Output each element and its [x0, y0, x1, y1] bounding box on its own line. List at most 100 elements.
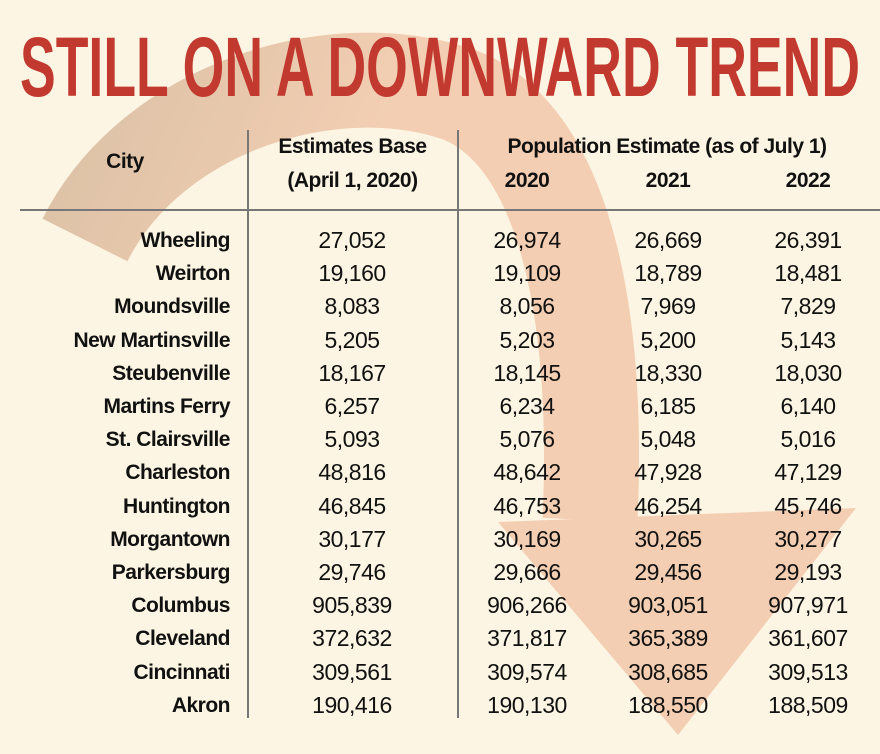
table-row: Martins Ferry 6,257 6,234 6,185 6,140	[0, 390, 880, 423]
table-row: Parkersburg 29,746 29,666 29,456 29,193	[0, 556, 880, 589]
population-estimate-value: 188,509	[768, 691, 848, 718]
population-estimate-value: 371,817	[487, 625, 567, 652]
table-row: Cleveland 372,632 371,817 365,389 361,607	[0, 622, 880, 655]
population-estimate-value: 309,574	[487, 658, 567, 685]
estimates-base-value: 30,177	[318, 525, 386, 552]
table-row: New Martinsville 5,205 5,203 5,200 5,143	[0, 324, 880, 357]
estimates-base-value: 309,561	[312, 658, 392, 685]
population-estimate-value: 5,143	[780, 326, 836, 353]
population-estimate-value: 6,234	[499, 393, 555, 419]
table-row: Cincinnati 309,561 309,574 308,685 309,513	[0, 656, 880, 689]
table-row: Morgantown 30,177 30,169 30,265 30,277	[0, 523, 880, 556]
population-estimate-value: 29,456	[634, 559, 702, 585]
table-row: St. Clairsville 5,093 5,076 5,048 5,016	[0, 423, 880, 456]
population-estimate-value: 6,140	[780, 393, 836, 419]
table-row: Weirton 19,160 19,109 18,789 18,481	[0, 257, 880, 290]
estimates-base-value: 8,083	[324, 293, 380, 320]
column-divider	[247, 130, 249, 718]
header-year-2021: 2021	[645, 169, 691, 192]
table-row: Huntington 46,845 46,753 46,254 45,746	[0, 490, 880, 523]
population-estimate-value: 47,129	[774, 459, 842, 486]
population-estimate-value: 188,550	[628, 691, 708, 718]
city-name: Akron	[171, 693, 231, 717]
estimates-base-value: 6,257	[324, 393, 380, 419]
population-estimate-value: 18,481	[774, 260, 842, 287]
population-estimate-value: 19,109	[493, 260, 561, 287]
population-estimate-value: 18,030	[774, 359, 842, 386]
population-estimate-value: 190,130	[487, 691, 567, 718]
table-row: Wheeling 27,052 26,974 26,669 26,391	[0, 224, 880, 257]
city-name: Wheeling	[140, 229, 231, 252]
population-estimate-value: 26,391	[774, 227, 842, 253]
estimates-base-value: 27,052	[318, 227, 386, 253]
estimates-base-value: 18,167	[318, 359, 386, 386]
population-estimate-value: 26,974	[493, 227, 561, 253]
city-name: Morgantown	[110, 527, 230, 551]
population-estimate-value: 18,145	[493, 359, 561, 386]
population-estimate-value: 361,607	[768, 625, 848, 652]
city-name: New Martinsville	[73, 328, 230, 352]
table-row: Moundsville 8,083 8,056 7,969 7,829	[0, 290, 880, 323]
population-estimate-value: 309,513	[768, 658, 848, 685]
estimates-base-value: 19,160	[318, 260, 386, 287]
city-name: Moundsville	[114, 295, 230, 319]
population-estimate-value: 907,971	[768, 592, 848, 619]
population-estimate-value: 30,169	[493, 525, 561, 552]
city-name: Steubenville	[112, 361, 230, 385]
arrow-body	[42, 32, 639, 523]
estimates-base-value: 905,839	[312, 592, 392, 619]
page-title: STILL ON A DOWNWARD TREND	[20, 20, 860, 104]
population-estimate-value: 5,200	[640, 326, 696, 353]
header-year-2020: 2020	[504, 169, 550, 192]
population-estimate-value: 30,265	[634, 525, 702, 552]
table-row: Charleston 48,816 48,642 47,928 47,129	[0, 456, 880, 489]
city-name: Huntington	[123, 494, 230, 518]
population-estimate-value: 308,685	[628, 658, 708, 685]
city-name: Parkersburg	[111, 561, 231, 584]
population-estimate-value: 48,642	[493, 459, 561, 486]
population-estimate-value: 46,254	[634, 492, 702, 519]
arrow-head	[498, 508, 856, 735]
city-name: Martins Ferry	[103, 395, 230, 418]
population-estimate-value: 7,829	[780, 293, 836, 320]
population-estimate-value: 5,076	[499, 426, 555, 453]
city-name: Weirton	[155, 262, 231, 286]
population-estimate-value: 30,277	[774, 525, 842, 552]
estimates-base-value: 5,205	[324, 326, 380, 353]
population-estimate-value: 18,789	[634, 260, 702, 287]
header-city: City	[106, 150, 144, 173]
estimates-base-value: 190,416	[312, 691, 392, 718]
estimates-base-value: 46,845	[318, 492, 386, 519]
population-estimate-value: 45,746	[774, 492, 842, 519]
population-estimate-value: 18,330	[634, 359, 702, 386]
population-estimate-value: 365,389	[628, 625, 708, 652]
estimates-base-value: 29,746	[318, 559, 386, 585]
population-estimate-value: 906,266	[487, 592, 567, 619]
city-name: Cincinnati	[133, 660, 230, 684]
city-name: Columbus	[131, 594, 230, 618]
population-estimate-value: 903,051	[628, 592, 708, 619]
population-estimate-value: 5,016	[780, 426, 836, 453]
estimates-base-value: 372,632	[312, 625, 392, 652]
header-estimates-base: Estimates Base (April 1, 2020)	[278, 135, 427, 192]
population-estimate-value: 5,203	[499, 326, 555, 353]
population-estimate-value: 8,056	[499, 293, 555, 320]
population-estimate-value: 6,185	[640, 393, 696, 419]
estimates-base-value: 5,093	[324, 426, 380, 453]
estimates-base-value: 48,816	[318, 459, 386, 486]
population-estimate-value: 47,928	[634, 459, 702, 486]
column-divider	[457, 130, 459, 718]
population-estimate-value: 7,969	[640, 293, 696, 320]
header-year-2022: 2022	[785, 169, 831, 192]
city-name: St. Clairsville	[105, 428, 231, 452]
population-estimate-value: 29,666	[493, 559, 561, 585]
table-row: Columbus 905,839 906,266 903,051 907,971	[0, 589, 880, 622]
population-estimate-value: 29,193	[774, 559, 842, 585]
population-estimate-value: 46,753	[493, 492, 561, 519]
city-name: Charleston	[125, 461, 230, 485]
table-row: Akron 190,416 190,130 188,550 188,509	[0, 689, 880, 722]
population-estimate-value: 5,048	[640, 426, 696, 453]
city-name: Cleveland	[135, 627, 230, 651]
header-divider	[20, 209, 880, 211]
